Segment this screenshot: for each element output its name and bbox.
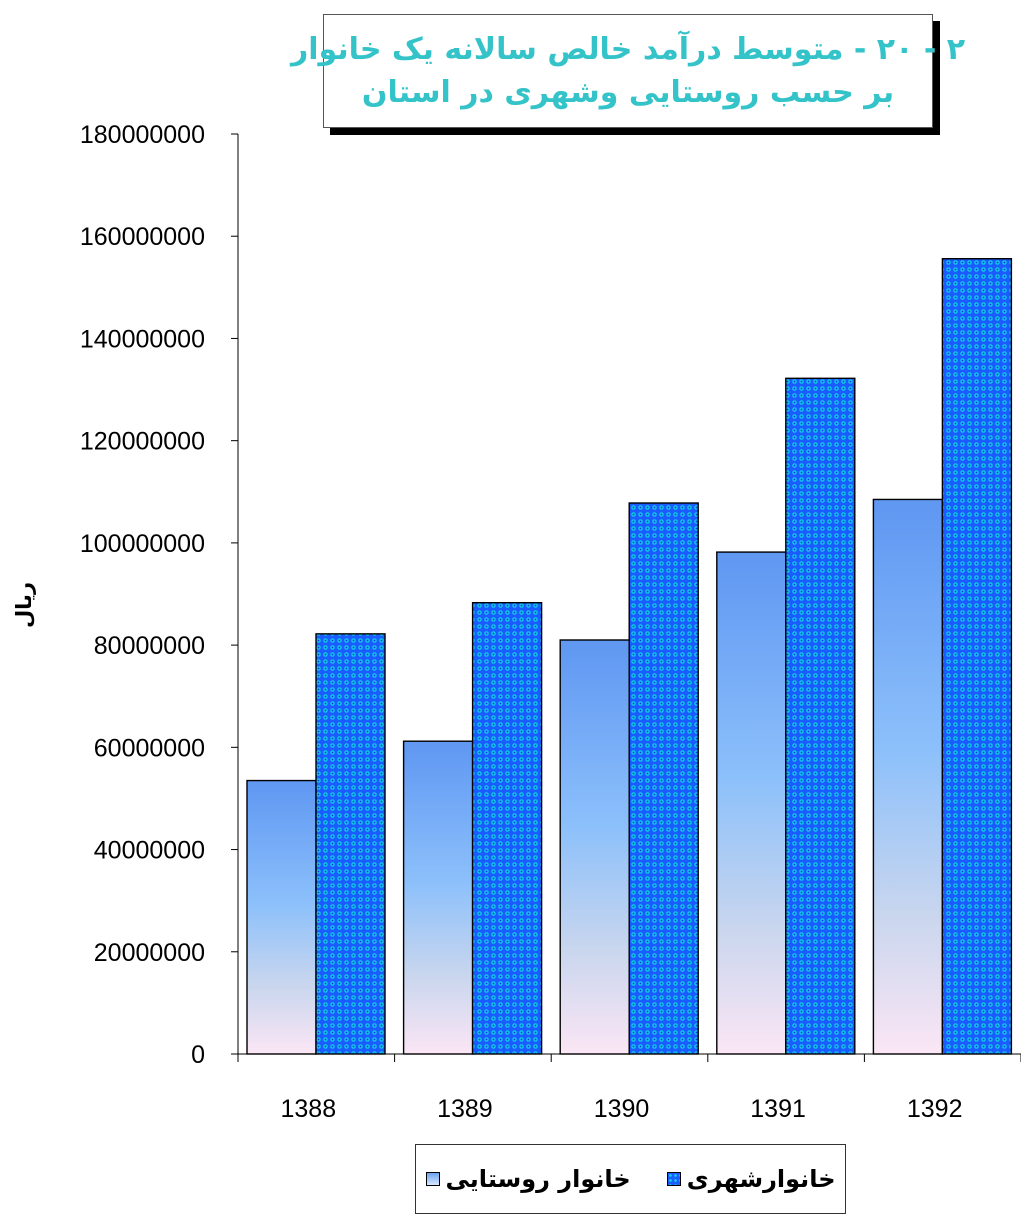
y-tick-label: 180000000 <box>80 121 205 149</box>
y-tick-label: 80000000 <box>94 632 205 660</box>
y-axis-label: ریال <box>12 581 36 629</box>
bar-urban-1388 <box>315 633 386 1055</box>
y-tick-label: 120000000 <box>80 428 205 456</box>
x-tick-label: 1388 <box>280 1095 336 1123</box>
bar-urban-1392 <box>941 258 1013 1055</box>
x-tick-label: 1391 <box>750 1095 806 1123</box>
bar-rural-1390 <box>559 639 630 1055</box>
legend-item-urban: خانوارشهری <box>666 1165 836 1193</box>
legend-swatch-urban <box>666 1172 681 1186</box>
legend-label-rural: خانوار روستایی <box>445 1165 631 1193</box>
legend-label-urban: خانوارشهری <box>686 1165 836 1193</box>
bar-rural-1391 <box>716 551 787 1055</box>
legend-swatch-rural <box>425 1172 440 1186</box>
x-tick-label: 1389 <box>437 1095 493 1123</box>
y-tick-labels: 0 20000000 40000000 60000000 80000000 1000000… <box>80 121 205 1069</box>
y-tick-label: 20000000 <box>94 939 205 967</box>
bar-urban-1389 <box>471 601 543 1055</box>
bar-rural-1388 <box>246 779 317 1055</box>
y-tick-label: 140000000 <box>80 325 205 353</box>
x-tick-label: 1390 <box>594 1095 650 1123</box>
y-tick-label: 60000000 <box>94 734 205 762</box>
y-tick-label: 0 <box>191 1041 205 1069</box>
legend-item-rural: خانوار روستایی <box>425 1165 631 1193</box>
x-tick-labels: 1388 1389 1390 1391 1392 <box>280 1095 962 1123</box>
chart-title-box: ۲ - ۲۰ - متوسط درآمد خالص سالانه یک خانو… <box>291 14 965 128</box>
bars <box>246 258 1013 1055</box>
bar-rural-1389 <box>402 740 474 1055</box>
legend: خانوارشهری خانوار روستایی <box>415 1144 846 1214</box>
y-tick-label: 40000000 <box>94 837 205 865</box>
y-tick-label: 100000000 <box>80 530 205 558</box>
chart-title: ۲ - ۲۰ - متوسط درآمد خالص سالانه یک خانو… <box>290 31 966 67</box>
y-tick-label: 160000000 <box>80 223 205 251</box>
bar-urban-1391 <box>785 377 856 1055</box>
bar-rural-1392 <box>872 498 944 1055</box>
x-tick-label: 1392 <box>907 1095 963 1123</box>
bar-urban-1390 <box>628 502 699 1055</box>
chart-subtitle: بر حسب روستایی وشهری در استان <box>361 75 895 110</box>
